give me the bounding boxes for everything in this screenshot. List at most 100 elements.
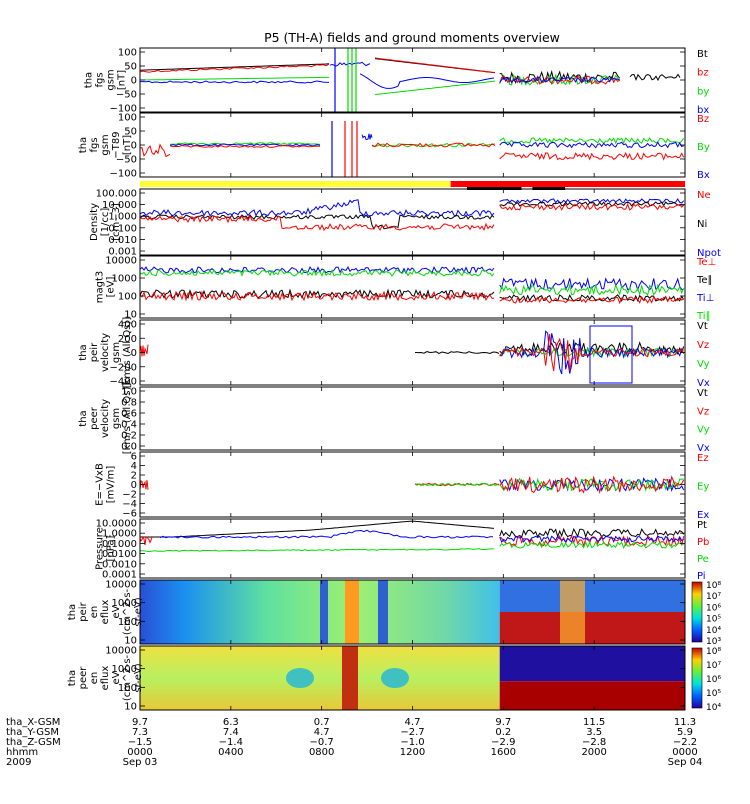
- legend-Vt: Vt: [697, 321, 708, 332]
- legend-Te∥: Te∥: [696, 275, 713, 286]
- panel-peer-eflux: 10000 1000 100 10 tha peer en eflux eV (cm^2-s-sr…: [67, 645, 721, 713]
- x-tick-value: 4.7: [405, 717, 421, 728]
- y-axis-label: tha: [67, 670, 78, 686]
- series-Bt: [140, 63, 330, 71]
- y-axis-label: peer: [78, 666, 89, 690]
- y-tick-label: 0.001: [108, 247, 137, 258]
- series-by: [140, 76, 329, 81]
- legend-Npot: Npot: [697, 248, 721, 259]
- y-axis-label: [mV/m]: [106, 466, 117, 504]
- y-axis-label: peer: [89, 406, 100, 430]
- panel-frame: [139, 319, 686, 386]
- legend-Ni: Ni: [697, 219, 707, 230]
- x-tick-value: −1.5: [128, 737, 152, 748]
- x-row-label: hhmm: [6, 747, 38, 758]
- x-tick-value: 9.7: [495, 717, 511, 728]
- series-Ti-perp: [140, 265, 495, 275]
- x-tick-value: −1.4: [219, 737, 243, 748]
- panel-frame: [139, 645, 686, 711]
- mode-bar-segment: [140, 181, 451, 187]
- x-row-label: tha_Z-GSM: [6, 737, 61, 748]
- series-bx-2: [329, 61, 371, 67]
- y-axis-label: gsm: [111, 408, 122, 429]
- series-Ne-2: [499, 202, 685, 211]
- y-tick-label: 1000: [112, 598, 137, 609]
- y-tick-label: 100: [118, 617, 137, 628]
- series-Ne: [140, 214, 495, 232]
- x-tick-value: 0400: [218, 747, 243, 758]
- panel-data: [140, 121, 685, 177]
- series-Ti-par-2: [499, 283, 685, 297]
- y-tick-label: 1.000: [108, 212, 137, 223]
- colorbar-label: 10⁵: [706, 615, 721, 625]
- legend-Ez: Ez: [697, 453, 709, 464]
- y-axis-label: [eV]: [106, 277, 117, 298]
- x-tick-value: −2.7: [400, 727, 424, 738]
- y-tick-label: 0.8: [121, 398, 137, 409]
- y-axis-label: peir: [78, 601, 89, 621]
- panel-data: [140, 580, 685, 644]
- series-Pi: [159, 529, 493, 539]
- x-tick-value: −2.2: [673, 737, 697, 748]
- y-tick-label: 10000: [105, 256, 137, 267]
- y-tick-label: 0: [131, 348, 137, 359]
- x-tick-value: 0.7: [314, 717, 330, 728]
- series-Npot-2: [499, 198, 685, 204]
- legend-bz: bz: [697, 68, 709, 79]
- series-Te-par-2: [499, 294, 685, 303]
- legend-Ey: Ey: [697, 482, 709, 493]
- y-tick-label: 10: [124, 310, 137, 321]
- panel-data: [140, 475, 685, 495]
- y-axis-label: gsm: [100, 134, 111, 155]
- x-tick-value: 7.3: [132, 727, 148, 738]
- series-Ni: [140, 214, 495, 230]
- legend-Pt: Pt: [697, 520, 707, 531]
- x-tick-value: 1600: [491, 747, 516, 758]
- y-tick-label: 0: [131, 141, 137, 152]
- y-axis-label: [km/s (All Qs)]: [122, 317, 133, 389]
- legend-Vy: Vy: [697, 425, 710, 436]
- y-axis-label: −T89: [111, 131, 122, 158]
- y-tick-label: 0: [131, 480, 137, 491]
- panel-pressure: 10.00001.00000.10000.01000.00100.0001Pre…: [95, 518, 709, 582]
- legend-Vt: Vt: [697, 388, 708, 399]
- colorbar-label: 10⁸: [706, 647, 721, 657]
- y-axis-label: [nT]: [117, 70, 128, 90]
- y-tick-label: 0.2: [121, 431, 137, 442]
- series-Bz-2: [140, 143, 171, 158]
- legend-Vz: Vz: [697, 340, 709, 351]
- x-tick-value: 2000: [581, 747, 606, 758]
- legend-Ti∥: Ti∥: [696, 311, 711, 322]
- y-axis-label: [nT]: [122, 135, 133, 155]
- series-Bz: [169, 144, 321, 148]
- x-tick-value: −2.8: [582, 737, 606, 748]
- legend-Pb: Pb: [697, 537, 709, 548]
- series-Ni-2: [499, 201, 684, 207]
- y-tick-label: 0.4: [121, 420, 137, 431]
- y-tick-label: 0.0010: [102, 559, 137, 570]
- series-Pb-2: [499, 534, 685, 548]
- series-Ey: [414, 482, 500, 487]
- series-Pb: [140, 535, 153, 546]
- y-tick-label: 1000: [112, 274, 137, 285]
- y-tick-label: 400: [118, 320, 137, 331]
- y-axis-label: velocity: [100, 399, 111, 438]
- x-tick-value: 11.3: [674, 717, 696, 728]
- legend-Bt: Bt: [697, 49, 708, 60]
- y-tick-label: 10.000: [102, 200, 137, 211]
- y-axis-label: tha: [78, 410, 89, 426]
- series-Vz-2: [499, 333, 685, 372]
- y-axis-label: tha: [67, 604, 78, 620]
- x-row-label: 2009: [6, 757, 31, 768]
- y-axis-label: velocity: [100, 333, 111, 372]
- y-tick-label: 50: [124, 62, 137, 73]
- y-tick-label: 0.010: [108, 235, 137, 246]
- y-tick-label: −200: [110, 362, 137, 373]
- series-by-2: [374, 80, 496, 96]
- panel-data: [140, 48, 681, 112]
- y-tick-label: 0.0001: [102, 570, 137, 581]
- panel-peir-velocity: 400 200 0 −200 −400 tha peir velocity gsm [km/s (…: [78, 317, 710, 389]
- spectrogram-fill: [140, 580, 500, 644]
